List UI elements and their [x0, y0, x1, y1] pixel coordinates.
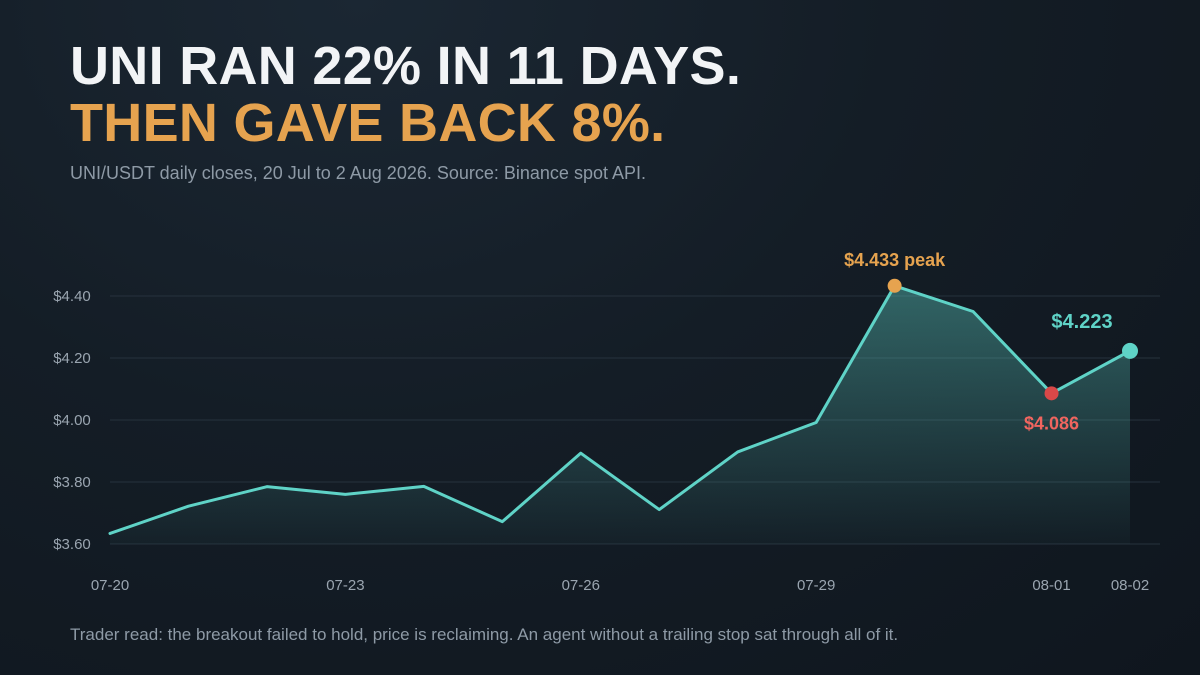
y-axis-tick-labels: $3.60 $3.80 $4.00 $4.20 $4.40	[53, 288, 91, 553]
peak-marker	[887, 278, 902, 293]
x-tick-label: 07-23	[326, 577, 364, 594]
last-price-marker	[1122, 342, 1138, 359]
x-tick-label: 08-02	[1111, 577, 1149, 594]
data-point-07-20	[108, 531, 112, 535]
price-line	[108, 284, 1132, 535]
y-tick-label: $4.00	[53, 412, 91, 429]
data-point-07-26	[579, 451, 583, 455]
x-tick-label: 08-01	[1032, 577, 1070, 594]
annotations: $4.433 peak $4.086 $4.223	[844, 250, 1138, 433]
data-point-07-23	[343, 492, 347, 496]
data-point-07-31	[971, 310, 975, 314]
data-point-07-22	[265, 485, 269, 489]
x-axis-tick-labels: 07-20 07-23 07-26 07-29 08-01 08-02	[91, 577, 1149, 594]
x-tick-label: 07-20	[91, 577, 129, 594]
data-point-07-21	[186, 504, 190, 508]
price-area-fill	[110, 285, 1130, 544]
low-label: $4.086	[1024, 413, 1079, 433]
y-tick-label: $3.80	[53, 474, 91, 491]
x-tick-label: 07-26	[562, 577, 600, 594]
trader-read-footnote: Trader read: the breakout failed to hold…	[70, 625, 899, 644]
y-tick-label: $4.40	[53, 288, 91, 305]
y-tick-label: $3.60	[53, 536, 91, 553]
data-point-07-25	[500, 520, 504, 524]
chart-subtitle: UNI/USDT daily closes, 20 Jul to 2 Aug 2…	[70, 163, 646, 183]
headline-line-1: UNI RAN 22% IN 11 DAYS.	[70, 36, 742, 96]
last-price-label: $4.223	[1051, 311, 1112, 333]
price-series	[108, 284, 1132, 544]
headline-line-2: THEN GAVE BACK 8%.	[70, 93, 666, 153]
data-point-07-29	[814, 420, 818, 424]
data-point-07-24	[422, 484, 426, 488]
y-tick-label: $4.20	[53, 350, 91, 367]
x-tick-label: 07-29	[797, 577, 835, 594]
low-marker	[1044, 386, 1059, 401]
peak-label: $4.433 peak	[844, 250, 946, 270]
data-point-07-27	[657, 508, 661, 512]
data-point-07-28	[736, 450, 740, 454]
